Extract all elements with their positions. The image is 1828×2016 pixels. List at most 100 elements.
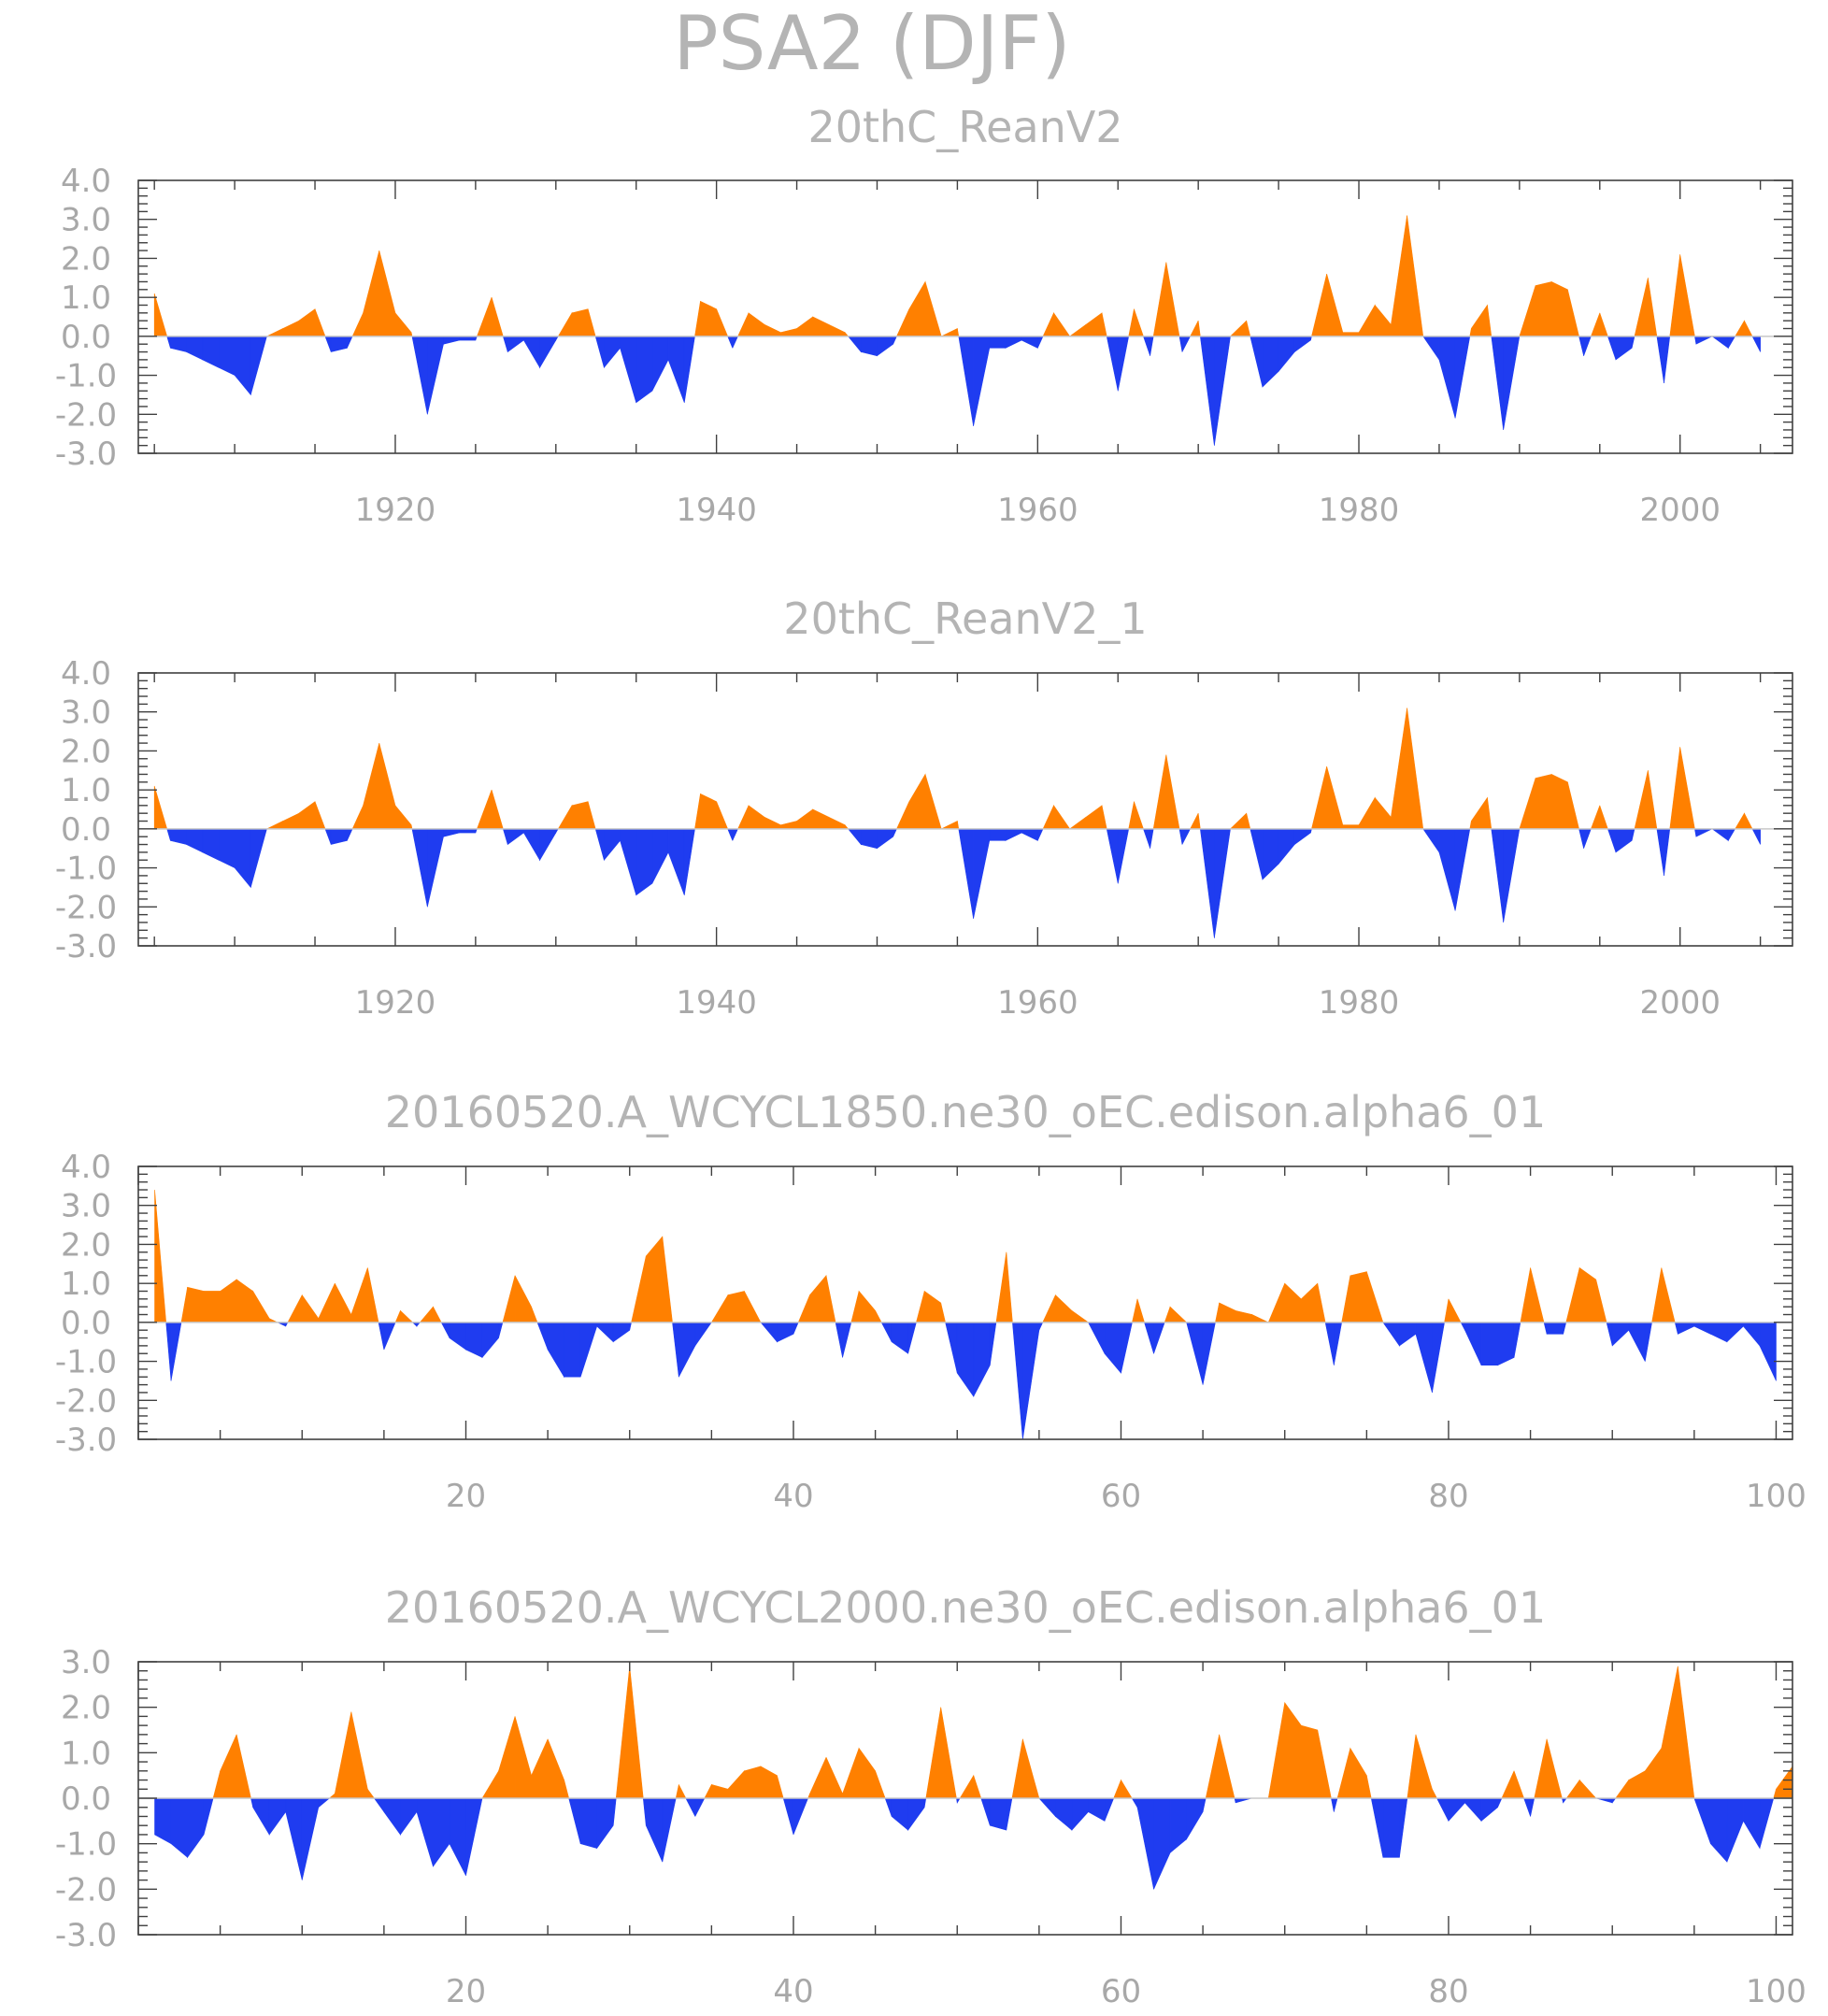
positive-area — [1358, 796, 1376, 830]
negative-area — [187, 1797, 205, 1859]
negative-area — [1169, 1797, 1187, 1854]
positive-area — [1113, 1780, 1121, 1799]
negative-area — [662, 1797, 677, 1863]
positive-area — [1599, 805, 1608, 830]
figure-title: PSA2 (DJF) — [673, 0, 1070, 87]
positive-area — [1432, 1789, 1437, 1799]
negative-area — [250, 828, 267, 888]
negative-area — [433, 1797, 450, 1867]
negative-area — [1695, 828, 1713, 837]
negative-area — [907, 1322, 917, 1354]
positive-area — [916, 1291, 925, 1323]
positive-area — [187, 1286, 205, 1323]
positive-area — [940, 1302, 946, 1323]
positive-area — [1407, 215, 1424, 337]
negative-area — [1012, 1322, 1023, 1440]
positive-area — [1042, 805, 1054, 830]
positive-area — [1590, 805, 1601, 830]
positive-area — [1735, 812, 1745, 830]
positive-area — [180, 1287, 188, 1323]
negative-area — [727, 336, 734, 349]
positive-area — [941, 328, 958, 337]
y-tick-label: 3.0 — [61, 202, 111, 239]
positive-area — [1578, 1779, 1597, 1799]
positive-area — [704, 1784, 712, 1799]
positive-area — [1634, 770, 1649, 830]
negative-area — [1491, 336, 1504, 431]
positive-area — [400, 1309, 414, 1323]
positive-area — [1134, 308, 1144, 337]
positive-area — [363, 743, 380, 830]
positive-area — [491, 790, 504, 830]
positive-area — [236, 1734, 251, 1799]
negative-area — [1006, 1797, 1013, 1831]
negative-area — [1202, 1797, 1207, 1812]
positive-area — [1374, 304, 1392, 337]
negative-area — [411, 828, 428, 908]
positive-area — [1169, 1306, 1188, 1323]
positive-area — [363, 250, 380, 337]
negative-area — [1454, 828, 1471, 911]
negative-area — [170, 1797, 188, 1858]
positive-area — [1101, 312, 1107, 337]
y-tick-label: 1.0 — [61, 1735, 111, 1772]
positive-area — [1565, 1779, 1580, 1799]
negative-area — [1143, 336, 1150, 356]
negative-area — [170, 336, 187, 352]
positive-area — [301, 1294, 320, 1323]
negative-area — [579, 1322, 597, 1378]
positive-area — [631, 1255, 647, 1323]
negative-area — [1438, 828, 1456, 911]
positive-area — [940, 1707, 957, 1799]
positive-area — [1128, 801, 1135, 830]
positive-area — [1246, 321, 1251, 337]
y-tick-label: -1.0 — [55, 1344, 117, 1381]
positive-area — [1341, 1275, 1351, 1323]
negative-area — [202, 828, 220, 861]
positive-area — [796, 316, 814, 337]
y-tick-label: -3.0 — [55, 928, 117, 965]
negative-area — [1710, 1797, 1728, 1863]
x-tick-label: 1960 — [997, 492, 1078, 529]
x-tick-label: 40 — [773, 1973, 813, 2010]
x-tick-label: 1940 — [676, 492, 757, 529]
positive-area — [394, 1310, 401, 1323]
negative-area — [642, 1797, 647, 1826]
negative-area — [564, 1322, 581, 1378]
negative-area — [594, 336, 605, 368]
negative-area — [1005, 336, 1022, 349]
negative-area — [539, 336, 557, 369]
positive-area — [367, 1788, 375, 1799]
negative-area — [507, 336, 524, 353]
negative-area — [1693, 1797, 1711, 1844]
negative-area — [847, 828, 862, 846]
positive-area — [1519, 778, 1536, 830]
negative-area — [523, 336, 540, 369]
y-tick-label: -3.0 — [55, 1917, 117, 1954]
positive-area — [1471, 304, 1488, 337]
negative-area — [1607, 828, 1617, 852]
negative-area — [1422, 828, 1440, 853]
negative-area — [1695, 336, 1713, 345]
positive-area — [266, 328, 283, 337]
negative-area — [1503, 336, 1521, 431]
negative-area — [1021, 336, 1038, 349]
negative-area — [793, 1322, 799, 1335]
positive-area — [236, 1279, 253, 1323]
negative-area — [612, 1322, 631, 1343]
negative-area — [170, 1322, 182, 1381]
negative-area — [1583, 828, 1592, 849]
negative-area — [1480, 1797, 1498, 1822]
positive-area — [419, 1306, 434, 1323]
positive-area — [1336, 1748, 1351, 1799]
panel-title: 20thC_ReanV2_1 — [783, 593, 1147, 644]
negative-area — [1144, 1322, 1154, 1354]
positive-area — [1235, 1309, 1252, 1323]
positive-area — [1229, 320, 1248, 337]
x-tick-label: 80 — [1428, 1973, 1468, 2010]
positive-area — [812, 316, 830, 337]
negative-area — [427, 828, 444, 908]
negative-area — [1153, 1797, 1171, 1890]
y-tick-label: 1.0 — [61, 772, 111, 809]
positive-area — [764, 816, 781, 830]
